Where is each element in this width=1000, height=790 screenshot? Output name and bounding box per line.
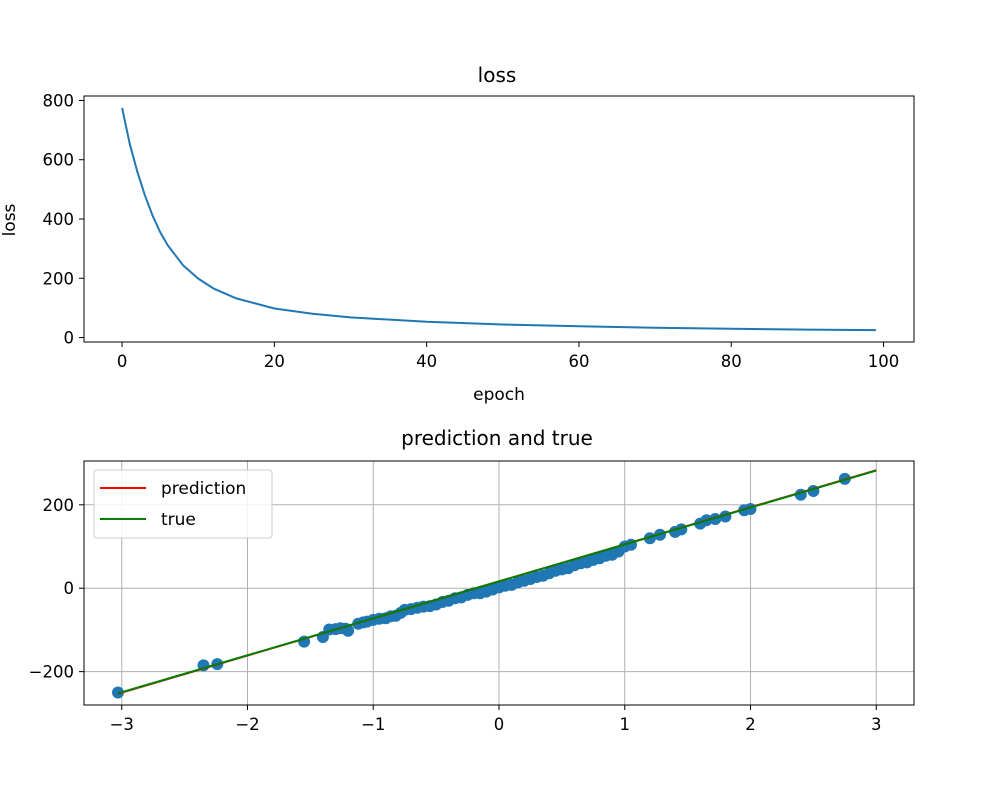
legend-true-label: true xyxy=(161,510,196,530)
loss-xlabel: epoch xyxy=(473,385,525,405)
loss-xtick-label: 60 xyxy=(568,352,589,371)
prediction-xtick-label: 2 xyxy=(745,715,756,734)
loss-xtick-label: 20 xyxy=(264,352,285,371)
prediction-ticks: −3 −2 −1 0 1 2 3 −200 0 200 xyxy=(29,496,882,734)
legend: prediction true xyxy=(93,469,273,539)
loss-ytick-label: 400 xyxy=(43,210,75,229)
true-line xyxy=(117,469,877,695)
loss-ticks: 0 20 40 60 80 100 0 200 400 600 800 xyxy=(43,91,900,371)
loss-ytick-label: 600 xyxy=(43,151,75,170)
loss-title: loss xyxy=(478,63,517,87)
prediction-title: prediction and true xyxy=(401,426,593,450)
loss-line xyxy=(121,107,876,332)
loss-xtick-label: 0 xyxy=(117,352,128,371)
prediction-ytick-label: 0 xyxy=(64,579,75,598)
prediction-frame xyxy=(83,460,915,706)
prediction-xtick-label: 0 xyxy=(494,715,505,734)
loss-frame xyxy=(83,95,915,343)
prediction-xtick-label: −2 xyxy=(235,715,259,734)
loss-series xyxy=(121,107,876,332)
prediction-ytick-label: −200 xyxy=(29,663,74,682)
prediction-axes: prediction and true −3 −2 −1 0 1 2 3 −200 0 200 p… xyxy=(29,426,915,734)
loss-ytick-label: 200 xyxy=(43,269,75,288)
prediction-lines xyxy=(117,469,877,695)
loss-xtick-label: 100 xyxy=(868,352,900,371)
loss-ytick-label: 800 xyxy=(43,91,75,110)
legend-prediction-label: prediction xyxy=(161,479,246,499)
loss-xtick-label: 40 xyxy=(416,352,437,371)
prediction-xtick-label: −1 xyxy=(361,715,385,734)
prediction-ytick-label: 200 xyxy=(43,496,75,515)
loss-ytick-label: 0 xyxy=(64,329,75,348)
loss-ylabel: loss xyxy=(0,203,20,236)
prediction-points xyxy=(112,472,851,699)
loss-axes: loss 0 20 40 60 80 100 0 200 400 600 800 epoch los… xyxy=(0,63,915,405)
loss-xtick-label: 80 xyxy=(721,352,742,371)
prediction-xtick-label: 1 xyxy=(620,715,631,734)
prediction-xtick-label: 3 xyxy=(871,715,882,734)
prediction-xtick-label: −3 xyxy=(110,715,134,734)
